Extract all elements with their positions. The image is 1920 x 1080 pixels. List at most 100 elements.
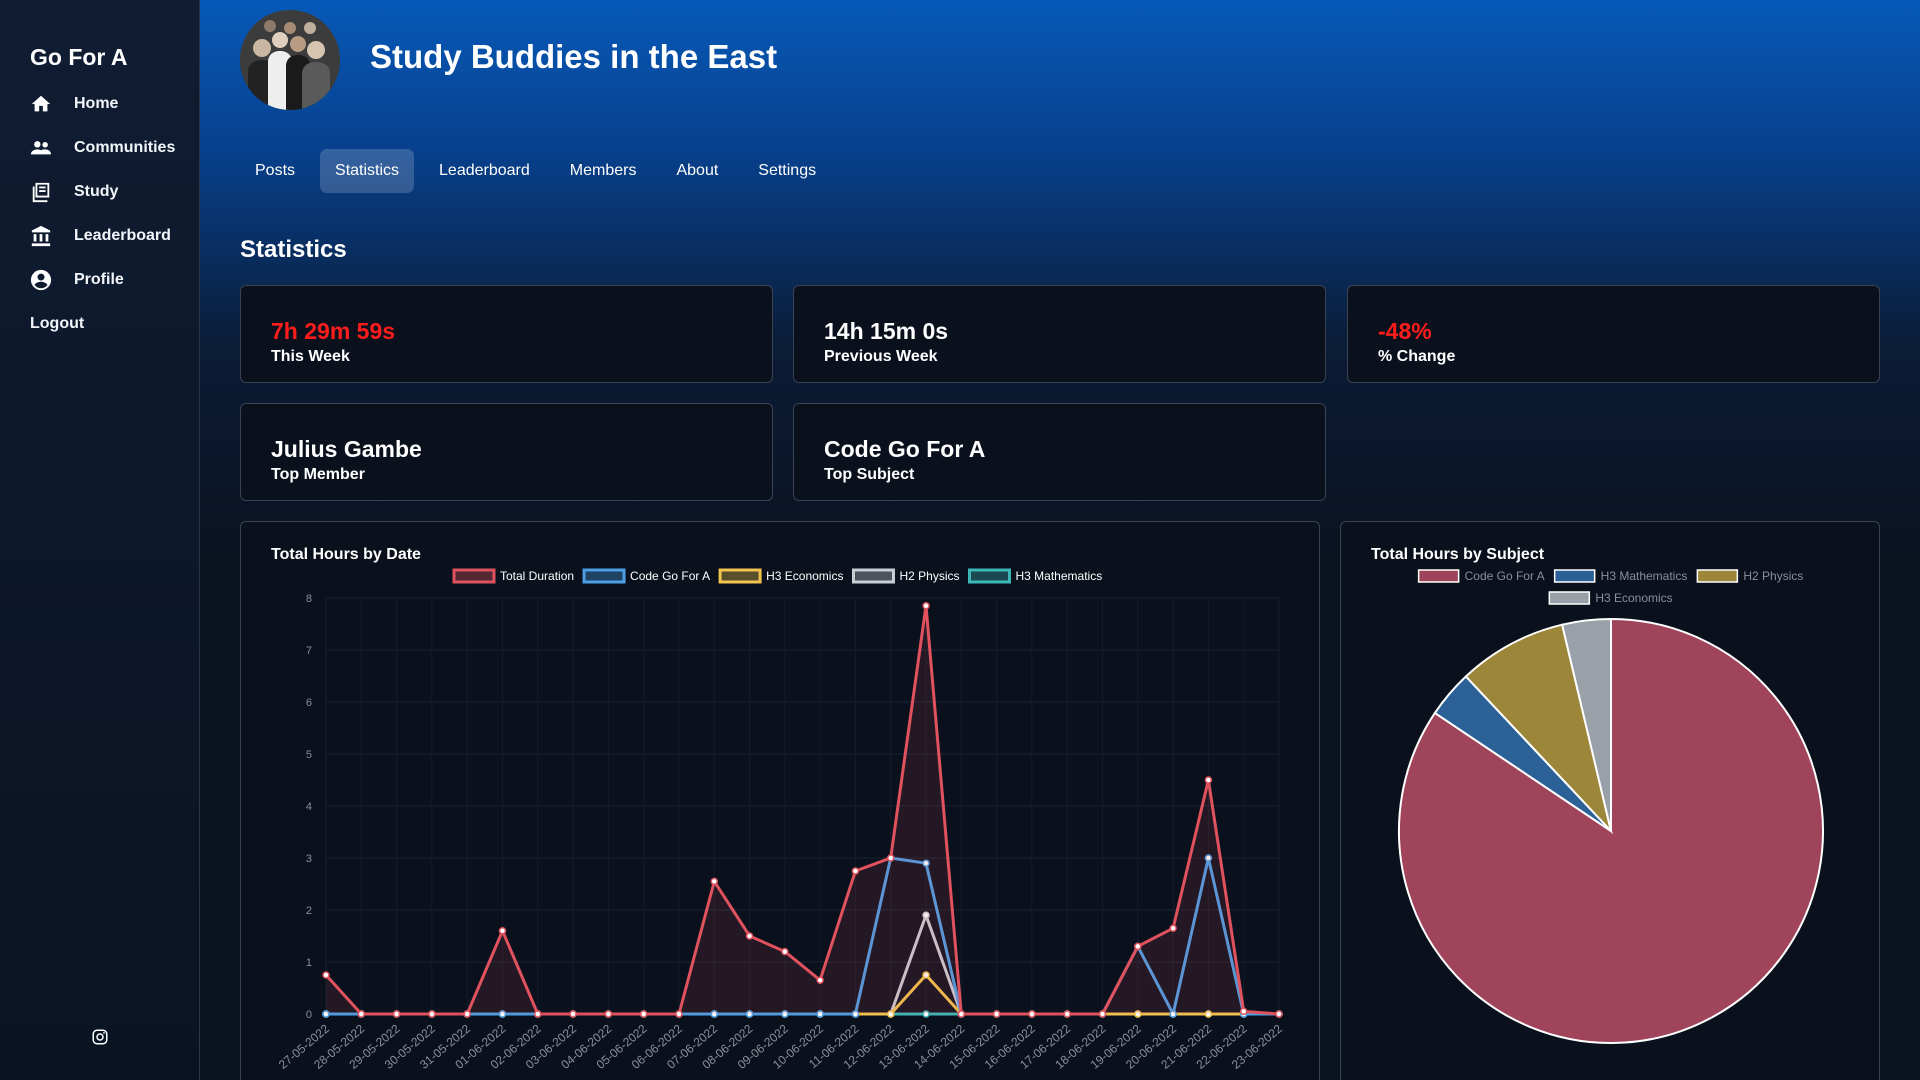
data-point bbox=[886, 854, 895, 862]
data-point bbox=[922, 602, 930, 610]
y-tick-label: 0 bbox=[306, 1009, 312, 1021]
stat-value: 14h 15m 0s bbox=[824, 318, 949, 344]
pie-chart-panel: Total Hours by Subject Code Go For A H3 M… bbox=[1340, 521, 1880, 1080]
tab-leaderboard[interactable]: Leaderboard bbox=[439, 162, 530, 179]
stat-value: Code Go For A bbox=[824, 436, 986, 462]
pie-chart: Code Go For A H3 Mathematics H2 Physics H3 … bbox=[1398, 569, 1824, 1044]
data-point bbox=[710, 877, 719, 886]
data-point bbox=[569, 1010, 577, 1018]
data-point bbox=[1239, 1007, 1248, 1016]
tab-bar: Posts Statistics Leaderboard Members Abo… bbox=[240, 149, 841, 193]
legend-label: H3 Mathematics bbox=[1016, 569, 1103, 583]
sidebar-item-label: Profile bbox=[74, 271, 124, 288]
legend-label: H2 Physics bbox=[1743, 569, 1803, 583]
data-point bbox=[322, 1010, 330, 1018]
data-point bbox=[851, 1010, 860, 1018]
data-point bbox=[781, 947, 789, 956]
data-point bbox=[816, 1010, 824, 1018]
legend-swatch bbox=[1548, 591, 1591, 605]
data-point bbox=[745, 1010, 754, 1018]
tab-members[interactable]: Members bbox=[569, 162, 637, 179]
stat-card-previous-week: 14h 15m 0s Previous Week bbox=[793, 285, 1326, 383]
data-point bbox=[781, 1010, 789, 1018]
stat-label: % Change bbox=[1378, 348, 1456, 365]
legend-swatch bbox=[582, 568, 626, 584]
data-point bbox=[1098, 1010, 1107, 1018]
sidebar-item-label: Study bbox=[74, 183, 119, 200]
data-point bbox=[922, 911, 930, 919]
tab-about[interactable]: About bbox=[676, 162, 719, 179]
data-point bbox=[922, 971, 930, 979]
sidebar-item-communities[interactable]: Communities bbox=[30, 133, 175, 163]
legend-swatch bbox=[1417, 569, 1460, 583]
data-point bbox=[745, 932, 754, 940]
stat-label: Top Subject bbox=[824, 466, 915, 483]
book-icon bbox=[32, 182, 50, 203]
stat-card-change: -48% % Change bbox=[1347, 285, 1880, 383]
data-point bbox=[1204, 776, 1213, 784]
data-point bbox=[1134, 1010, 1142, 1018]
legend-label: Total Duration bbox=[500, 569, 574, 583]
sidebar-item-label: Home bbox=[74, 95, 119, 112]
sidebar-item-study[interactable]: Study bbox=[30, 177, 118, 207]
tab-settings[interactable]: Settings bbox=[758, 162, 817, 179]
legend-swatch bbox=[851, 568, 895, 584]
stat-card-top-subject: Code Go For A Top Subject bbox=[793, 403, 1326, 501]
data-point bbox=[886, 1010, 895, 1018]
series-area bbox=[326, 605, 1279, 1014]
stat-card-this-week: 7h 29m 59s This Week bbox=[240, 285, 773, 383]
legend-label: H2 Physics bbox=[899, 569, 959, 583]
data-point bbox=[498, 1010, 507, 1018]
series-line bbox=[324, 604, 1280, 1016]
stat-value: 7h 29m 59s bbox=[271, 318, 396, 344]
tab-statistics[interactable]: Statistics bbox=[320, 149, 415, 193]
y-tick-label: 5 bbox=[306, 749, 312, 761]
y-tick-label: 8 bbox=[306, 593, 312, 605]
data-point bbox=[851, 867, 860, 875]
data-point bbox=[357, 1010, 366, 1018]
user-circle-icon bbox=[30, 269, 52, 291]
data-point bbox=[922, 859, 930, 867]
brand-logo[interactable]: Go For A bbox=[30, 44, 128, 70]
bank-icon bbox=[31, 225, 51, 247]
y-tick-label: 3 bbox=[306, 853, 312, 865]
legend-swatch bbox=[1696, 569, 1739, 583]
y-tick-label: 2 bbox=[306, 905, 312, 917]
sidebar-item-leaderboard[interactable]: Leaderboard bbox=[30, 221, 171, 251]
data-point bbox=[1063, 1010, 1071, 1018]
stat-value: Julius Gambe bbox=[271, 436, 422, 462]
y-tick-label: 1 bbox=[306, 957, 312, 969]
data-point bbox=[604, 1010, 613, 1018]
sidebar-item-label: Leaderboard bbox=[74, 227, 171, 244]
logout-link[interactable]: Logout bbox=[30, 315, 85, 332]
data-point bbox=[675, 1010, 683, 1018]
pie-slice bbox=[1464, 623, 1613, 835]
people-icon bbox=[30, 141, 52, 155]
home-icon bbox=[31, 95, 51, 112]
legend-label: H3 Economics bbox=[1595, 591, 1672, 605]
data-point bbox=[392, 1010, 401, 1018]
stat-card-top-member: Julius Gambe Top Member bbox=[240, 403, 773, 501]
legend-label: H3 Mathematics bbox=[1601, 569, 1688, 583]
y-tick-label: 4 bbox=[306, 801, 312, 813]
section-title: Statistics bbox=[240, 236, 347, 263]
stat-label: Previous Week bbox=[824, 348, 938, 365]
sidebar-item-home[interactable]: Home bbox=[30, 89, 118, 119]
data-point bbox=[1169, 1010, 1177, 1018]
instagram-icon[interactable] bbox=[91, 1028, 109, 1046]
data-point bbox=[1204, 1010, 1213, 1018]
group-avatar bbox=[240, 10, 340, 110]
data-point bbox=[1028, 1010, 1036, 1018]
sidebar-item-profile[interactable]: Profile bbox=[30, 265, 124, 295]
tab-posts[interactable]: Posts bbox=[255, 162, 296, 179]
y-tick-label: 7 bbox=[306, 645, 312, 657]
data-point bbox=[992, 1010, 1001, 1018]
data-point bbox=[1204, 854, 1213, 862]
data-point bbox=[534, 1010, 542, 1018]
data-point bbox=[1169, 924, 1177, 932]
line-chart: 01234567827-05-202228-05-202229-05-20223… bbox=[276, 568, 1285, 1072]
legend-label: Code Go For A bbox=[630, 569, 710, 583]
stat-label: Top Member bbox=[271, 466, 365, 483]
legend-swatch bbox=[452, 568, 496, 584]
data-point bbox=[463, 1010, 471, 1018]
